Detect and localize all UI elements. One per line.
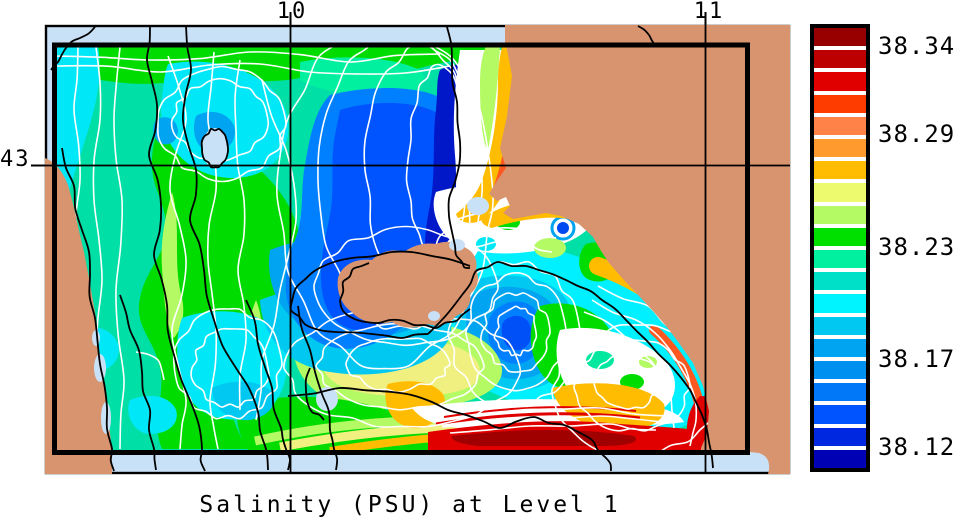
- colorbar-segment: [814, 272, 866, 291]
- lake: [202, 128, 228, 168]
- colorbar-tick-label: 38.17: [878, 345, 956, 373]
- domain-frame: [52, 42, 750, 455]
- colorbar: [810, 24, 870, 472]
- colorbar-segment: [814, 383, 866, 402]
- colorbar-segment: [814, 338, 866, 358]
- colorbar-segment: [814, 227, 866, 247]
- colorbar-segment: [814, 205, 866, 224]
- x-tick-label-10: 10: [276, 0, 308, 24]
- colorbar-segment: [814, 50, 866, 69]
- colorbar-segment: [814, 28, 866, 47]
- colorbar-segment: [814, 294, 866, 313]
- colorbar-segment: [814, 161, 866, 180]
- colorbar-segment: [814, 116, 866, 136]
- colorbar-segment: [814, 94, 866, 113]
- colorbar-segment: [814, 361, 866, 380]
- y-tick-label-43: 43: [0, 147, 31, 172]
- colorbar-segment: [814, 72, 866, 91]
- chart-title: Salinity (PSU) at Level 1: [199, 492, 621, 518]
- colorbar-tick-label: 38.12: [878, 433, 956, 461]
- outer-land-right: [505, 25, 790, 474]
- colorbar-segments: [814, 28, 866, 469]
- colorbar-tick-label: 38.23: [878, 233, 956, 261]
- mainland-coast: [489, 46, 747, 450]
- colorbar-segment: [814, 139, 866, 158]
- colorbar-segment: [814, 449, 866, 469]
- x-tick-label-11: 11: [693, 0, 725, 24]
- colorbar-segment: [814, 316, 866, 335]
- colorbar-segment: [814, 250, 866, 269]
- colorbar-segment: [814, 183, 866, 202]
- colorbar-tick-label: 38.29: [878, 120, 956, 148]
- island: [337, 241, 478, 328]
- colorbar-segment: [814, 405, 866, 424]
- cape-land-left: [45, 158, 112, 474]
- colorbar-tick-label: 38.34: [878, 32, 956, 60]
- colorbar-segment: [814, 427, 866, 446]
